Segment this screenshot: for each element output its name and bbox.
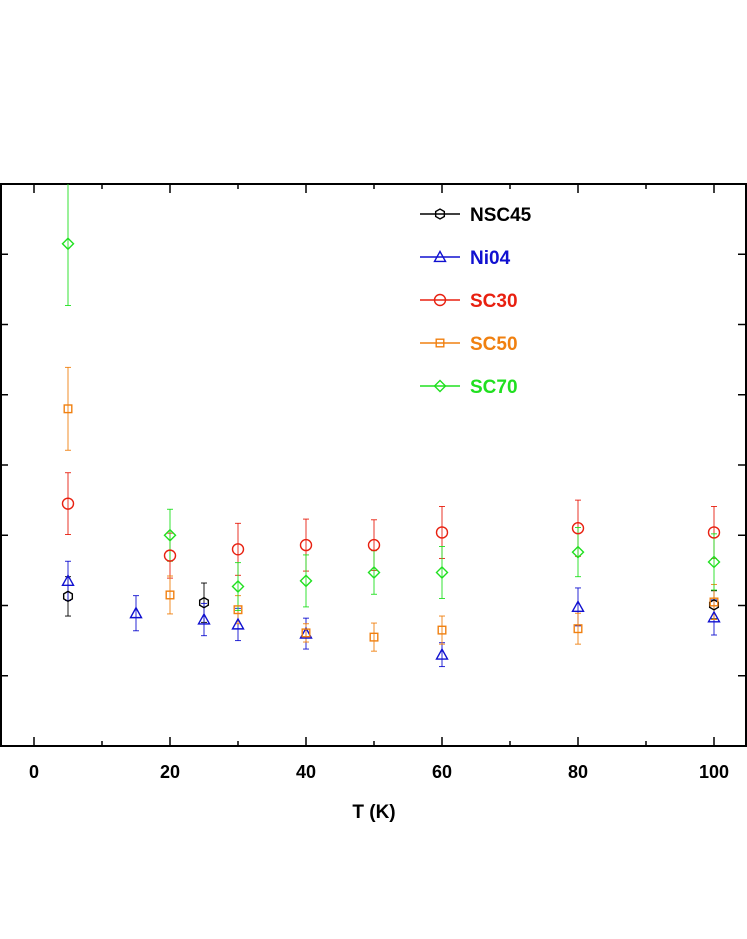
point-sc70 [435, 565, 449, 579]
x-tick-label: 60 [432, 762, 452, 782]
point-sc70 [571, 545, 585, 559]
point-sc30 [61, 497, 75, 510]
point-sc50 [709, 597, 719, 607]
point-ni04 [299, 626, 313, 639]
point-sc30 [435, 526, 449, 539]
legend-label-sc50: SC50 [470, 334, 518, 355]
point-ni04 [231, 617, 245, 630]
point-sc30 [367, 538, 381, 552]
x-tick-label: 100 [699, 762, 729, 782]
legend-label-ni04: Ni04 [470, 248, 511, 269]
legend-marker-sc70 [433, 379, 447, 393]
point-sc30 [707, 526, 721, 539]
legend-label-sc70: SC70 [470, 377, 518, 398]
point-sc70 [231, 580, 245, 594]
x-tick-label: 20 [160, 762, 180, 782]
point-sc30 [231, 543, 245, 556]
point-nsc45 [198, 596, 210, 609]
point-nsc45 [62, 590, 74, 603]
point-ni04 [129, 606, 143, 619]
point-sc70 [299, 574, 313, 588]
point-ni04 [197, 612, 211, 625]
point-sc50 [437, 625, 447, 635]
x-axis-label: T (K) [352, 802, 395, 823]
axes: 0 20 40 60 80 100 [0, 183, 747, 782]
legend-marker-sc50 [435, 338, 445, 348]
point-sc30 [299, 538, 313, 552]
point-ni04 [435, 647, 449, 660]
x-tick-label: 40 [296, 762, 316, 782]
point-ni04 [61, 573, 75, 587]
point-sc70 [61, 237, 75, 251]
data-markers [61, 237, 721, 660]
point-sc30 [571, 522, 585, 535]
point-sc50 [233, 605, 243, 615]
point-ni04 [571, 599, 585, 613]
point-sc50 [63, 404, 73, 414]
point-sc70 [707, 555, 721, 569]
point-sc50 [165, 590, 175, 600]
legend-label-nsc45: NSC45 [470, 205, 532, 226]
point-sc70 [367, 565, 381, 579]
point-sc70 [163, 528, 177, 542]
legend-label-sc30: SC30 [470, 291, 518, 312]
x-tick-label: 80 [568, 762, 588, 782]
point-ni04 [707, 610, 721, 623]
legend-marker-sc30 [433, 293, 447, 307]
point-sc50 [369, 632, 379, 642]
error-bars [65, 184, 717, 668]
point-sc30 [163, 549, 177, 562]
x-tick-label: 0 [29, 762, 39, 782]
legend-marker-ni04 [433, 250, 447, 263]
point-sc50 [573, 624, 583, 634]
plot-frame [0, 183, 747, 747]
legend-marker-nsc45 [434, 208, 446, 220]
point-sc50 [301, 628, 311, 638]
legend: NSC45 Ni04 SC30 SC50 SC70 [420, 205, 532, 398]
